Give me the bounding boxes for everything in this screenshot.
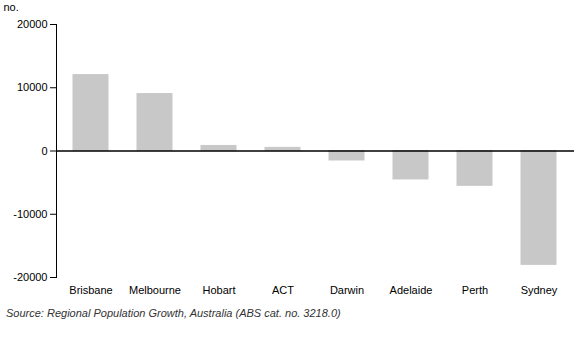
html-text:Source: Regional Population Gr: Source: Regional Population Growth, Aust… bbox=[6, 307, 341, 319]
svg-text:Perth: Perth bbox=[462, 284, 488, 296]
svg-text:Melbourne: Melbourne bbox=[129, 284, 181, 296]
svg-text:Darwin: Darwin bbox=[330, 284, 364, 296]
svg-text:-20000: -20000 bbox=[13, 271, 47, 283]
svg-text:20000: 20000 bbox=[17, 18, 48, 30]
svg-text:-10000: -10000 bbox=[13, 208, 47, 220]
svg-text:Hobart: Hobart bbox=[202, 284, 235, 296]
svg-text:0: 0 bbox=[41, 145, 47, 157]
svg-text:Brisbane: Brisbane bbox=[69, 284, 112, 296]
svg-text:10000: 10000 bbox=[17, 81, 48, 93]
svg-text:Adelaide: Adelaide bbox=[390, 284, 433, 296]
svg-text:no.: no. bbox=[4, 1, 19, 13]
svg-text:ACT: ACT bbox=[272, 284, 294, 296]
svg-text:Sydney: Sydney bbox=[521, 284, 558, 296]
